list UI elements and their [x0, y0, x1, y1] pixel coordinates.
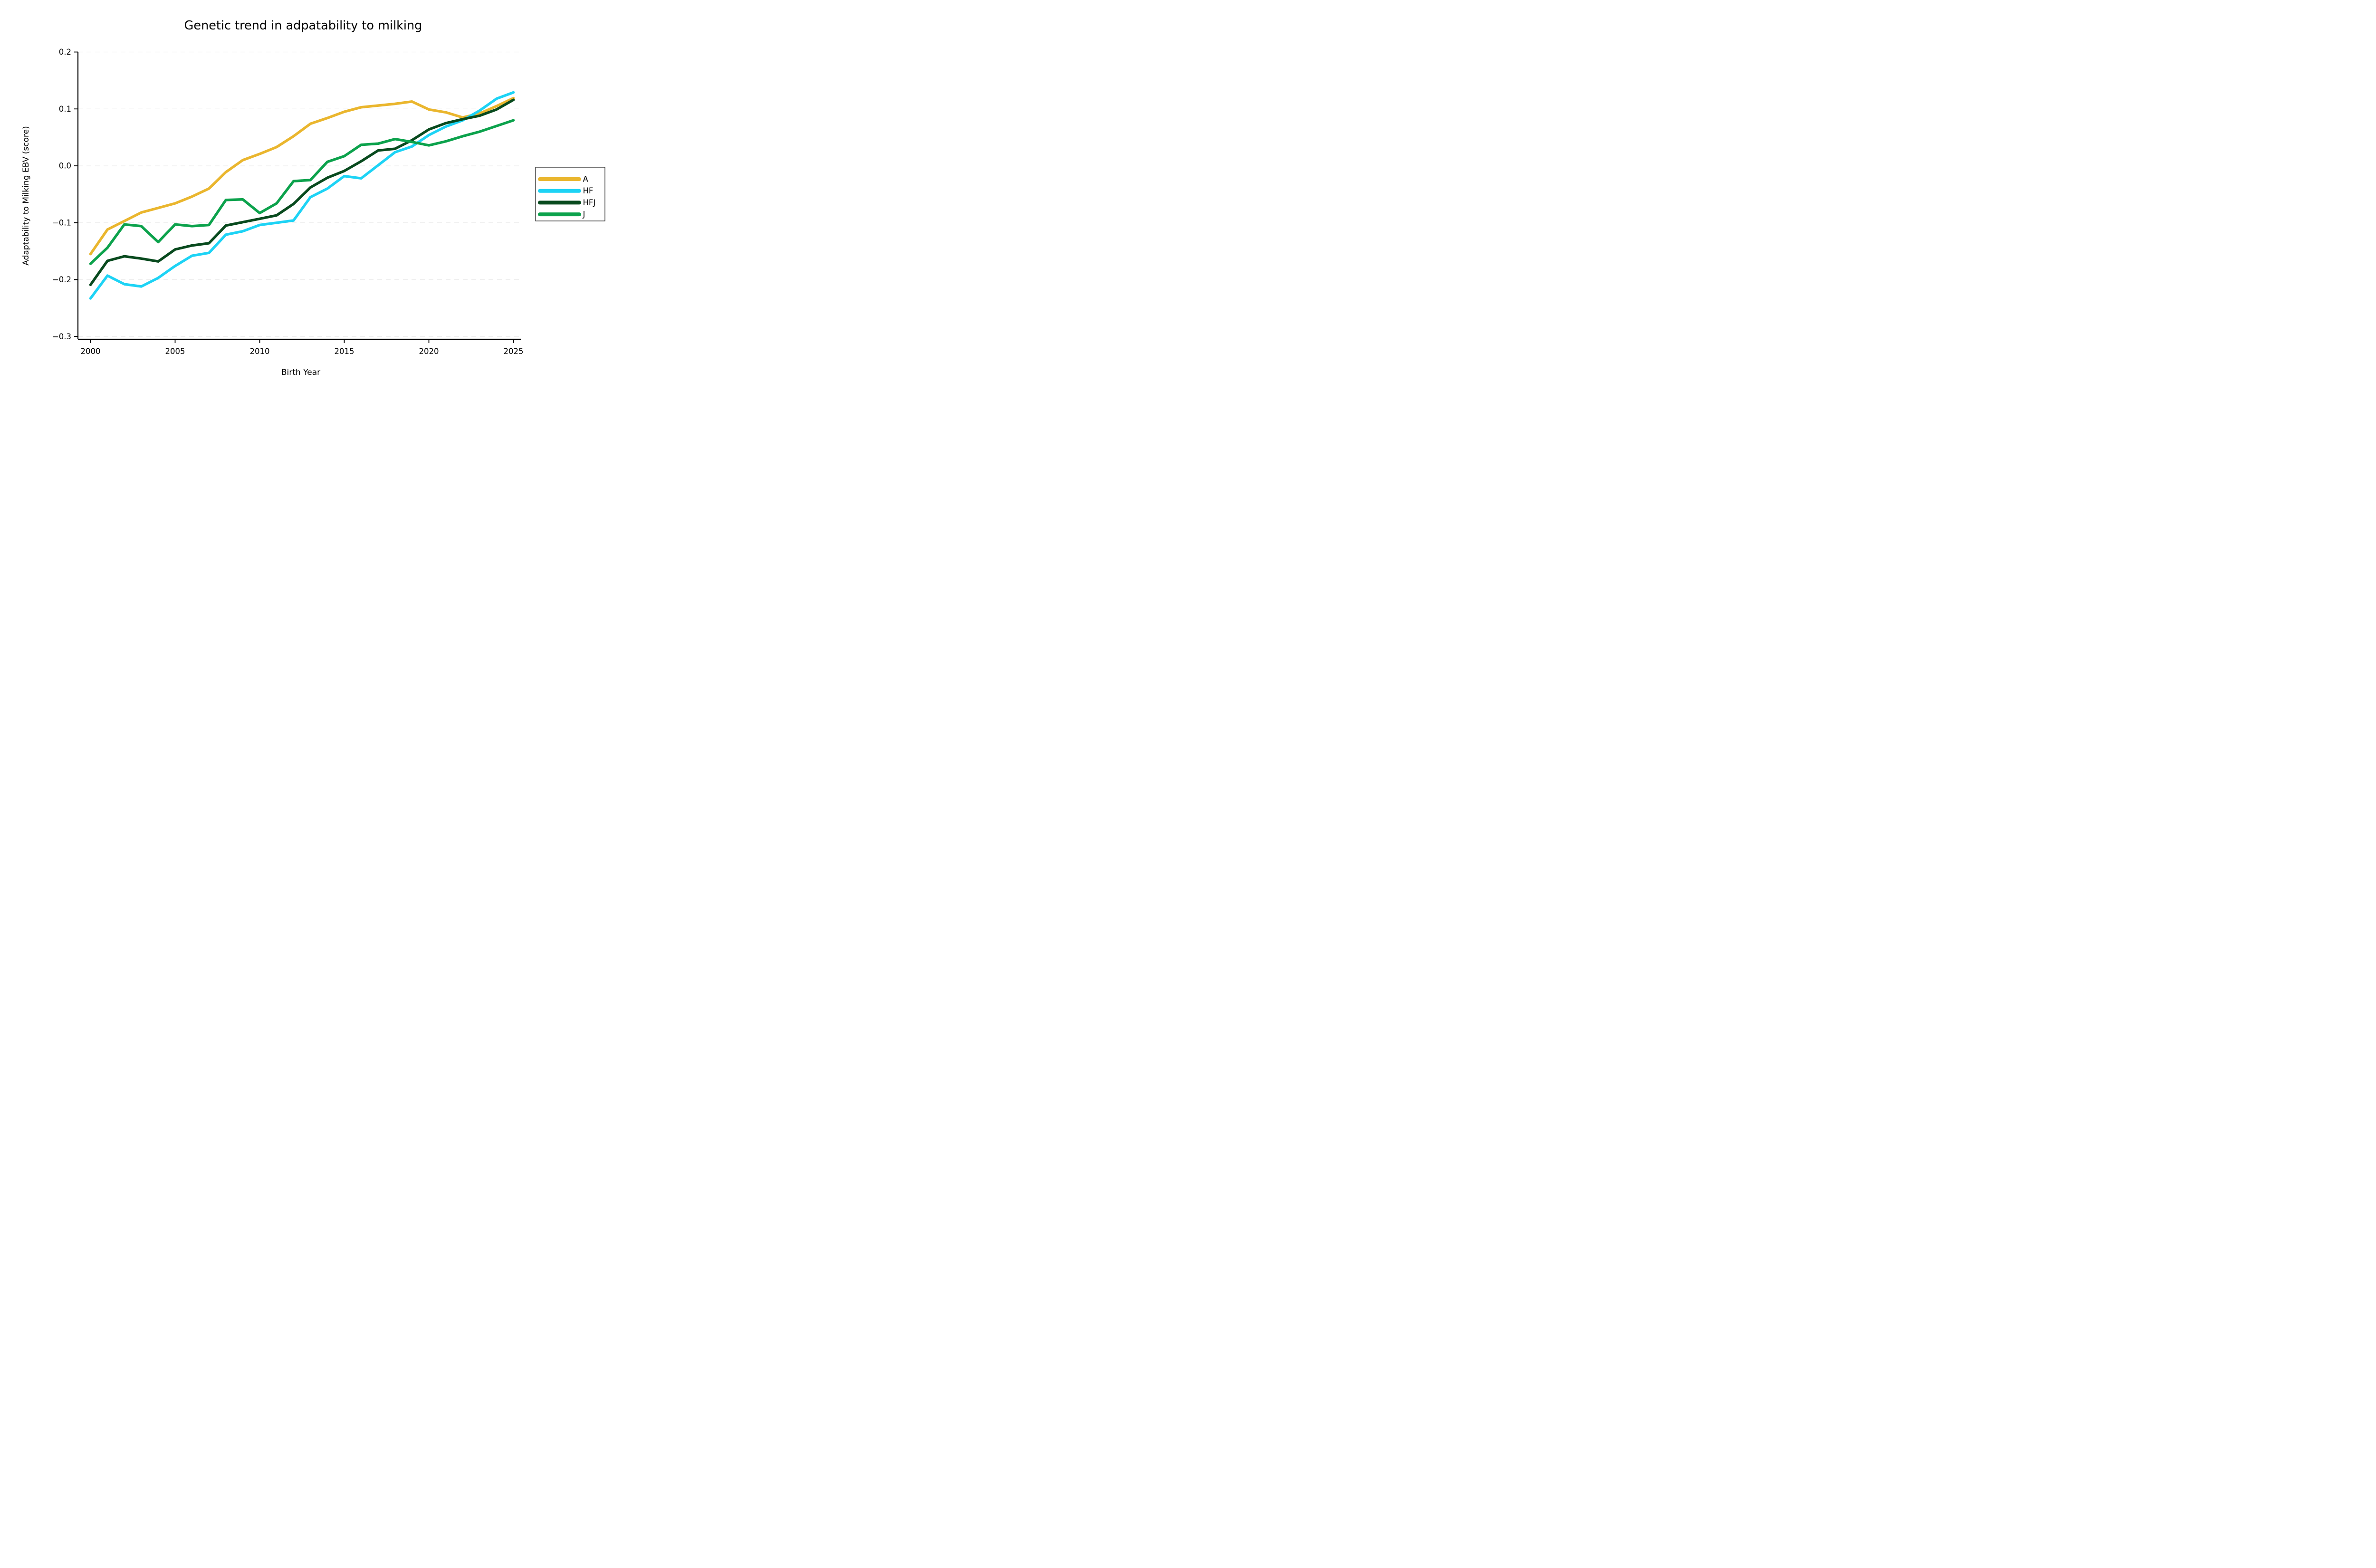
- legend-label-HFJ: HFJ: [583, 198, 596, 207]
- series-line-HF: [89, 91, 515, 300]
- x-axis-label: Birth Year: [281, 368, 320, 377]
- series-line-A: [89, 96, 515, 256]
- y-tick-label: 0.2: [59, 48, 71, 57]
- x-tick-label: 2010: [250, 347, 270, 356]
- chart-dynamic-layer: 0.2 0.1 0.0 −0.1 −0.2 −0.3 2000 2005 2010 2015 202…: [52, 48, 605, 356]
- series-line-HFJ: [89, 98, 515, 287]
- y-tick-label: 0.0: [59, 162, 71, 171]
- x-tick-label: 2015: [335, 347, 354, 356]
- y-tick-label: −0.1: [52, 218, 71, 227]
- y-tick-label: 0.1: [59, 105, 71, 114]
- figure: 0.2 0.1 0.0 −0.1 −0.2 −0.3 2000 2005 2010 2015 202…: [0, 0, 642, 392]
- x-tick-label: 2025: [504, 347, 524, 356]
- legend-label-A: A: [583, 175, 589, 184]
- series-line-J: [89, 119, 515, 265]
- page-title: Genetic trend in adpatability to milking: [184, 19, 422, 33]
- chart-svg: 0.2 0.1 0.0 −0.1 −0.2 −0.3 2000 2005 2010 2015 202…: [21, 19, 605, 377]
- legend-label-HF: HF: [583, 186, 594, 195]
- legend-label-J: J: [583, 210, 585, 219]
- y-tick-label: −0.2: [52, 275, 71, 284]
- x-tick-label: 2005: [165, 347, 185, 356]
- y-axis-label: Adaptability to Milking EBV (score): [21, 126, 31, 265]
- legend-box: [535, 167, 605, 221]
- y-tick-label: −0.3: [52, 332, 71, 341]
- x-tick-label: 2020: [419, 347, 439, 356]
- x-tick-label: 2000: [81, 347, 101, 356]
